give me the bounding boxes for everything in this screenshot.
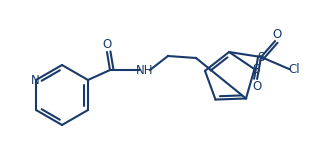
Text: O: O xyxy=(272,27,282,40)
Text: S: S xyxy=(257,51,265,63)
Text: Cl: Cl xyxy=(288,63,300,75)
Text: O: O xyxy=(253,80,262,93)
Text: NH: NH xyxy=(136,63,154,76)
Text: O: O xyxy=(103,39,112,51)
Text: N: N xyxy=(30,74,40,87)
Text: S: S xyxy=(253,63,260,76)
